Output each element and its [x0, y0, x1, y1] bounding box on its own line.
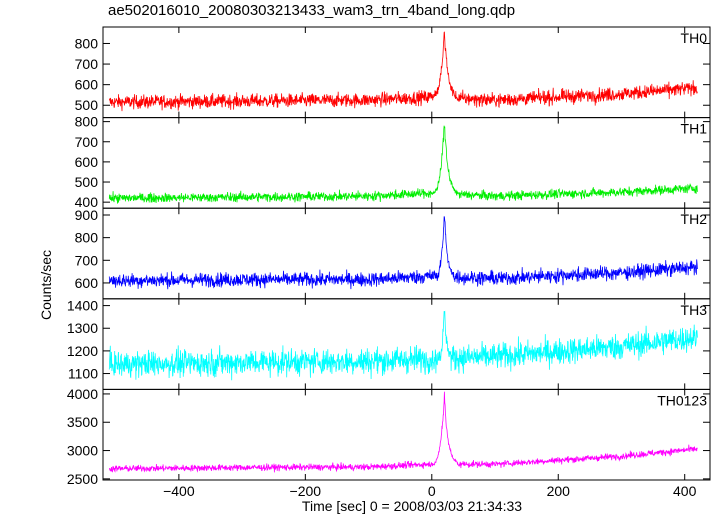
x-axis-label: Time [sec] 0 = 2008/03/03 21:34:33 — [301, 498, 523, 514]
panel-th0: 500 600 700 800 TH0 — [75, 26, 711, 119]
y-axis-label: Counts/sec — [38, 249, 54, 321]
y-tick-label: 700 — [75, 56, 99, 72]
x-tick-label: 400 — [673, 483, 697, 499]
panel-frame — [102, 207, 711, 300]
series-line-th3 — [108, 310, 698, 381]
x-tick-label: −400 — [163, 483, 195, 499]
y-tick-label: 400 — [75, 194, 99, 210]
panel-th0123: 2500 3000 3500 4000 TH0123 — [67, 386, 711, 487]
y-tick-label: 500 — [75, 97, 99, 113]
panel-frame — [102, 298, 711, 390]
series-label-th3: TH3 — [681, 302, 708, 318]
panel-th3: 1100 1200 1300 1400 TH3 — [67, 298, 711, 390]
x-tick-label: −200 — [290, 483, 322, 499]
series-line-th1 — [108, 125, 698, 204]
series-label-th2: TH2 — [681, 211, 708, 227]
y-tick-label: 700 — [75, 252, 99, 268]
y-tick-label: 600 — [75, 154, 99, 170]
y-tick-label: 800 — [75, 114, 99, 130]
y-tick-label: 1100 — [68, 366, 98, 382]
series-line-th0 — [108, 31, 698, 112]
panel-frame — [102, 388, 711, 481]
y-tick-label: 500 — [75, 174, 99, 190]
y-tick-label: 3500 — [67, 414, 98, 430]
series-line-th0123 — [108, 391, 698, 473]
x-tick-label: 0 — [428, 483, 436, 499]
y-tick-label: 800 — [75, 35, 99, 51]
y-tick-label: 2500 — [67, 471, 98, 487]
y-tick-label: 3000 — [67, 443, 98, 459]
series-line-th2 — [108, 216, 698, 290]
panel-th1: 400 500 600 700 800 TH1 — [75, 114, 711, 210]
chart-title: ae502016010_20080303213433_wam3_trn_4ban… — [108, 2, 516, 19]
x-tick-label: 200 — [547, 483, 571, 499]
series-label-th0: TH0 — [681, 30, 708, 46]
y-tick-label: 1300 — [67, 320, 98, 336]
y-tick-label: 600 — [75, 275, 99, 291]
series-label-th1: TH1 — [681, 121, 708, 137]
y-tick-label: 600 — [75, 77, 99, 93]
y-tick-label: 700 — [75, 134, 99, 150]
y-tick-label: 800 — [75, 230, 99, 246]
y-tick-label: 1400 — [67, 298, 98, 314]
panel-th2: 600 700 800 900 TH2 — [75, 207, 711, 300]
y-tick-label: 900 — [75, 207, 99, 223]
y-tick-label: 1200 — [67, 343, 98, 359]
series-label-th0123: TH0123 — [657, 392, 707, 408]
y-tick-label: 4000 — [67, 386, 98, 402]
